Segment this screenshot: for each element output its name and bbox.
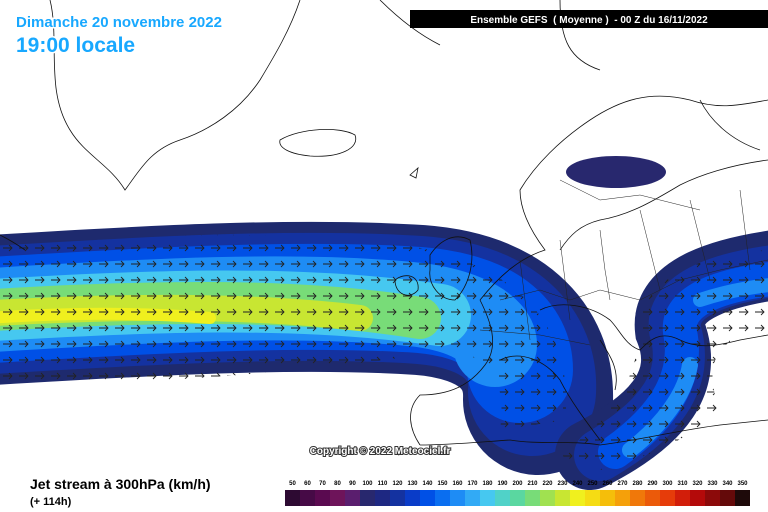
legend-label: 170 [467, 481, 478, 487]
jet-stream-scandinavia [566, 156, 666, 188]
legend-swatch [465, 490, 480, 506]
run-info: Ensemble GEFS ( Moyenne ) - 00 Z du 16/1… [470, 15, 708, 26]
legend-label: 320 [692, 481, 703, 487]
legend-swatch [375, 490, 390, 506]
legend-label: 340 [722, 481, 733, 487]
legend-swatch [615, 490, 630, 506]
legend-swatch [555, 490, 570, 506]
legend-swatch [660, 490, 675, 506]
wind-arrows [0, 234, 768, 470]
legend-label: 260 [602, 481, 613, 487]
legend-label: 210 [527, 481, 538, 487]
legend-label: 190 [497, 481, 508, 487]
legend-swatch [630, 490, 645, 506]
legend-label: 110 [378, 481, 388, 487]
legend-label: 310 [677, 481, 688, 487]
legend-swatch [735, 490, 750, 506]
copyright: Copyright © 2022 Meteociel.fr [310, 446, 451, 457]
legend-swatch [645, 490, 660, 506]
legend-label: 300 [662, 481, 673, 487]
country-borders [479, 179, 768, 346]
legend-label: 350 [737, 481, 748, 487]
legend-swatch [720, 490, 735, 506]
legend-swatch [300, 490, 315, 506]
legend-swatch [675, 490, 690, 506]
legend-swatch [390, 490, 405, 506]
legend-label: 270 [617, 481, 628, 487]
legend-swatch [585, 490, 600, 506]
legend-label: 240 [572, 481, 583, 487]
legend-swatch [360, 490, 375, 506]
legend-label: 70 [319, 481, 326, 487]
legend-label: 230 [557, 481, 568, 487]
forecast-date: Dimanche 20 novembre 2022 [16, 14, 222, 31]
legend-swatch [570, 490, 585, 506]
legend-label: 120 [392, 481, 403, 487]
coastlines [0, 0, 768, 446]
legend-swatch [690, 490, 705, 506]
legend-swatch [705, 490, 720, 506]
legend-label: 280 [632, 481, 643, 487]
legend-label: 220 [542, 481, 553, 487]
legend-swatch [435, 490, 450, 506]
legend-label: 90 [349, 481, 356, 487]
legend-swatch [285, 490, 300, 506]
legend-label: 130 [407, 481, 418, 487]
legend-swatch [540, 490, 555, 506]
legend-label: 80 [334, 481, 341, 487]
legend-swatch [600, 490, 615, 506]
legend-label: 100 [362, 481, 373, 487]
color-legend: 50 60 70 80 90 100 110 120 130 140 150 160 170 180 190… [285, 481, 750, 506]
legend-label: 180 [482, 481, 493, 487]
legend-label: 200 [512, 481, 523, 487]
legend-swatch [315, 490, 330, 506]
legend-label: 160 [452, 481, 463, 487]
legend-swatch [510, 490, 525, 506]
map-area [0, 0, 768, 490]
legend-swatch [480, 490, 495, 506]
legend-swatch [450, 490, 465, 506]
legend-label: 50 [289, 481, 296, 487]
legend-swatch [525, 490, 540, 506]
legend-swatch [345, 490, 360, 506]
legend-swatch [330, 490, 345, 506]
legend-label: 60 [304, 481, 311, 487]
legend-label: 330 [707, 481, 718, 487]
legend-swatch [495, 490, 510, 506]
legend-label: 140 [422, 481, 433, 487]
forecast-time: 19:00 locale [16, 34, 135, 57]
lead-time: (+ 114h) [30, 496, 72, 508]
legend-label: 290 [647, 481, 658, 487]
legend-swatch [420, 490, 435, 506]
legend-label: 150 [437, 481, 448, 487]
parameter-label: Jet stream à 300hPa (km/h) [30, 476, 211, 492]
legend-label: 250 [587, 481, 598, 487]
legend-swatch [405, 490, 420, 506]
run-banner [410, 10, 768, 28]
